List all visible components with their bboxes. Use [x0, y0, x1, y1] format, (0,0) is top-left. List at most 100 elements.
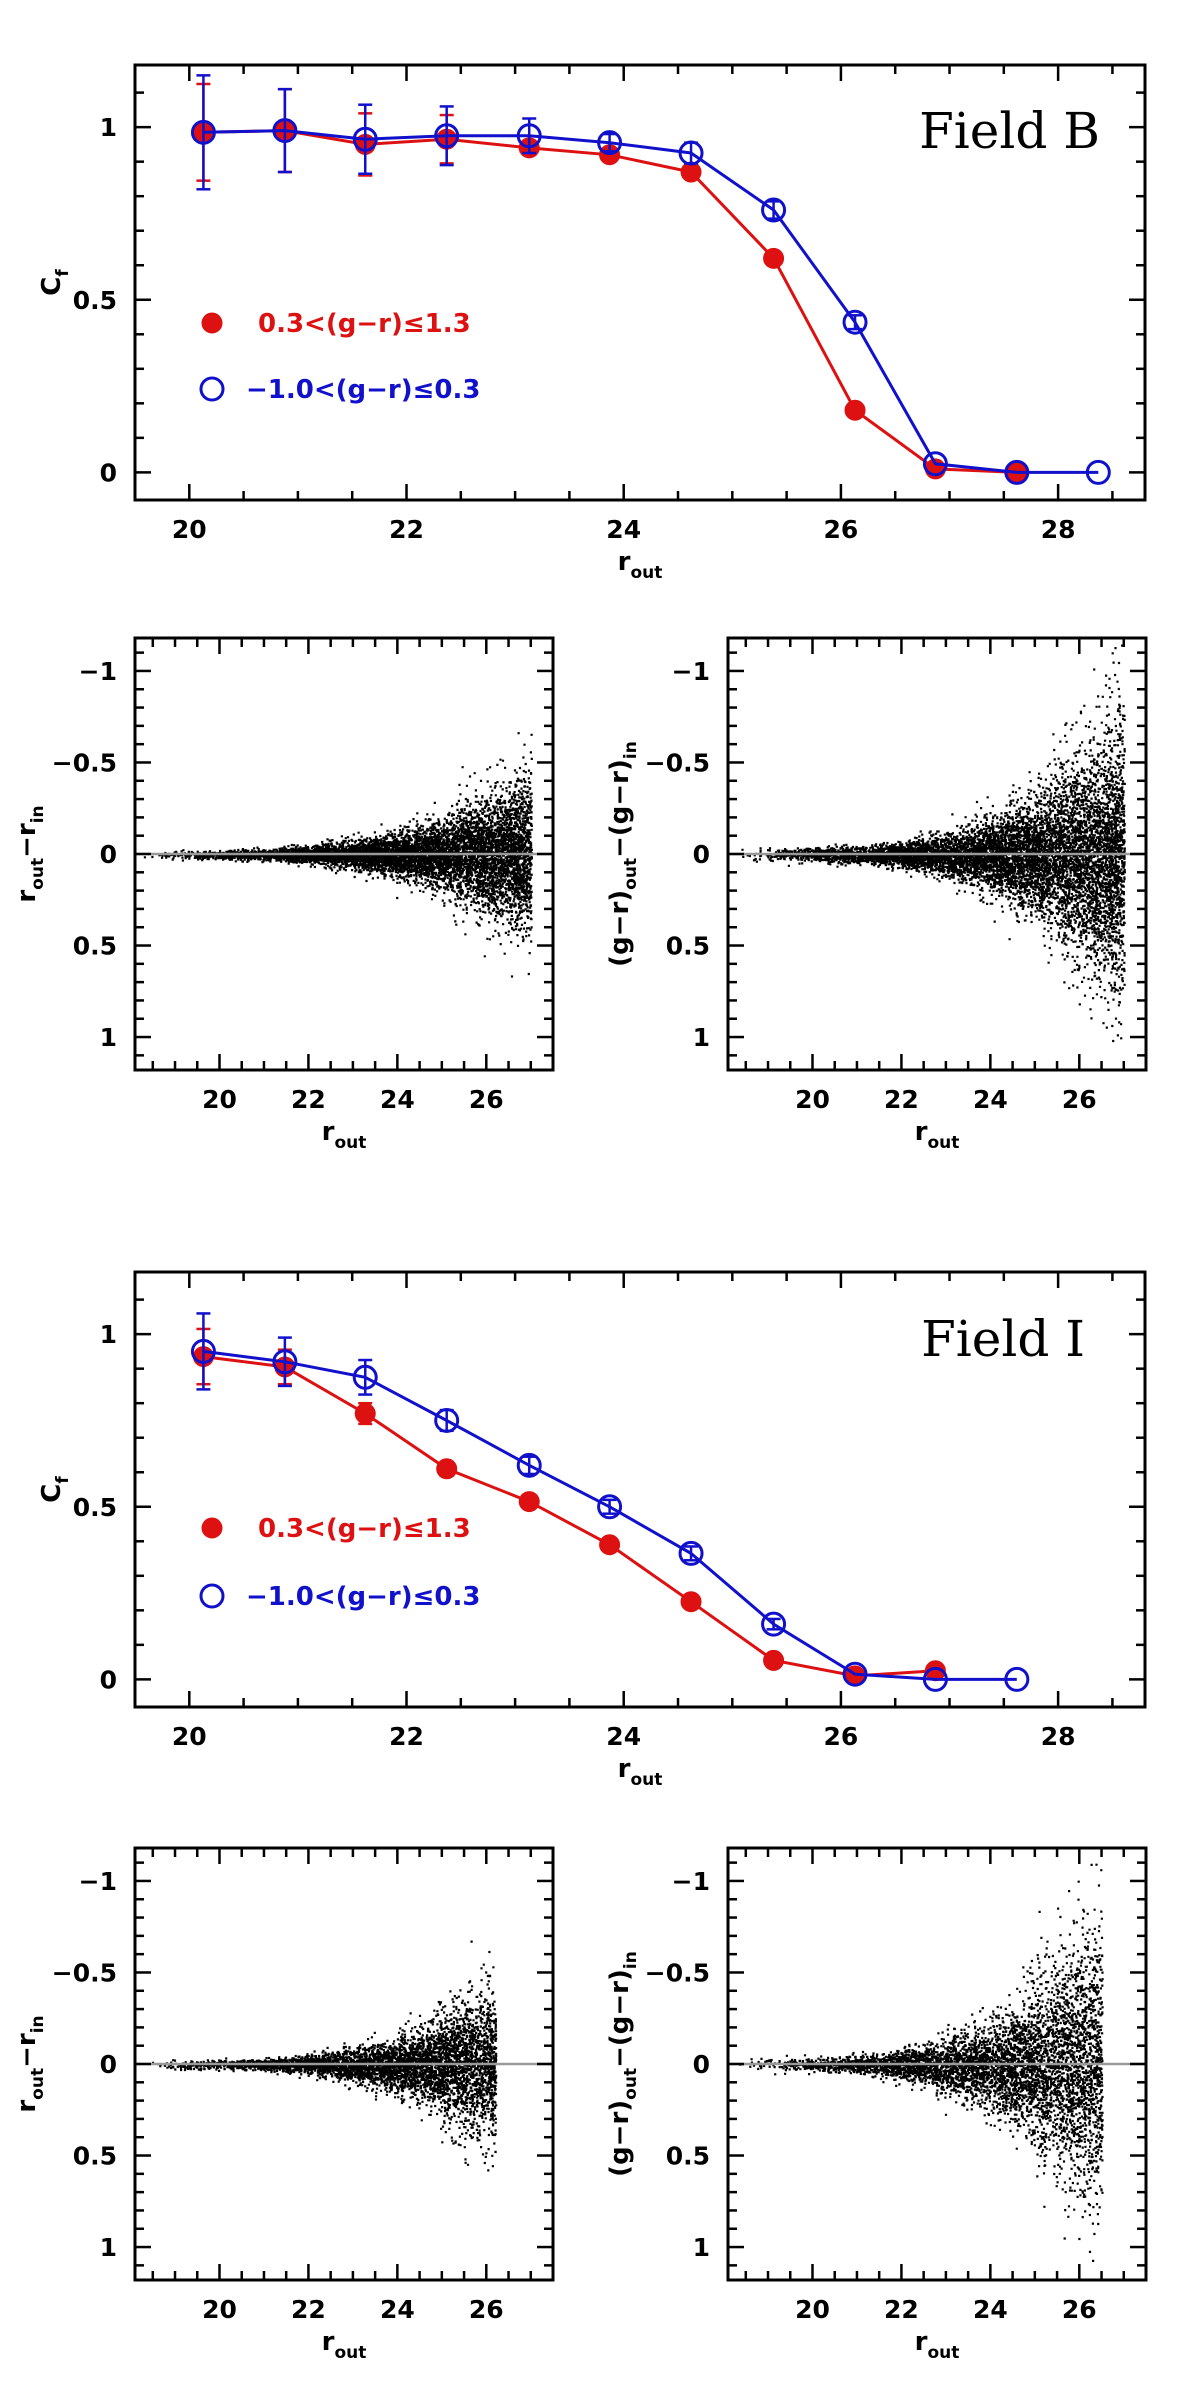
axis-label-subscript: out	[621, 2068, 641, 2100]
data-point	[516, 1452, 542, 1478]
axis-label-text: (g−r)	[605, 890, 635, 967]
data-point	[763, 247, 785, 269]
legend-marker-red	[201, 1517, 223, 1539]
legend: 0.3<(g−r)≤1.3 −1.0<(g−r)≤0.3	[199, 1514, 480, 1612]
scatter-dots	[151, 1940, 498, 2172]
y-tick-label: −0.5	[645, 748, 710, 777]
axis-label-text: −r	[12, 2033, 42, 2068]
x-tick-label: 28	[1041, 1722, 1076, 1751]
data-point	[763, 1649, 785, 1671]
y-axis-label: rout−rin	[12, 805, 48, 902]
y-tick-label: 0	[693, 2050, 710, 2079]
axis-label-subscript: out	[334, 2343, 366, 2363]
legend-label-red: 0.3<(g−r)≤1.3	[258, 309, 471, 339]
scatter-points	[741, 644, 1126, 1043]
data-point	[190, 119, 216, 145]
data-point	[842, 309, 868, 335]
x-axis-label: rout	[322, 2327, 367, 2363]
y-tick-label: 1	[693, 2233, 710, 2262]
x-axis-label: rout	[618, 1754, 663, 1790]
data-point	[599, 1534, 621, 1556]
x-tick-label: 24	[380, 2295, 415, 2324]
axis-label-subscript: in	[621, 741, 641, 759]
axis-label-subscript: in	[28, 805, 48, 823]
legend: 0.3<(g−r)≤1.3 −1.0<(g−r)≤0.3	[199, 309, 480, 405]
x-axis-label: rout	[915, 1117, 960, 1153]
data-point	[922, 451, 948, 477]
scatter-dots	[741, 644, 1126, 1043]
y-tick-label: 0	[693, 840, 710, 869]
axis-label-subscript: out	[28, 858, 48, 890]
y-axis-label: (g−r)out−(g−r)in	[605, 1951, 641, 2177]
x-axis-label: rout	[322, 1117, 367, 1153]
axes-frame	[133, 63, 1147, 502]
legend-label-red: 0.3<(g−r)≤1.3	[258, 1514, 471, 1544]
data-point	[1085, 459, 1111, 485]
y-tick-label: 0	[100, 1665, 117, 1694]
data-point	[922, 1666, 948, 1692]
y-tick-label: −0.5	[52, 1958, 117, 1987]
y-tick-label: −0.5	[52, 748, 117, 777]
axis-label-subscript: out	[630, 1770, 662, 1790]
series-line	[203, 129, 1099, 474]
data-point	[354, 1403, 376, 1425]
axis-label-subscript: f	[53, 269, 73, 277]
axis-label-text: r	[12, 2100, 42, 2113]
data-point	[436, 1458, 458, 1480]
panel-I-completeness: 20 22 24 26 28 0 0.5 1 rout Cf Field I 0.3<(g−r)≤1.…	[37, 1270, 1147, 1790]
data-point	[597, 130, 623, 156]
data-point	[678, 140, 704, 166]
y-tick-label: 0	[100, 458, 117, 487]
data-point	[352, 126, 378, 152]
y-tick-label: 1	[100, 1320, 117, 1349]
x-tick-label: 28	[1041, 515, 1076, 544]
data-point	[352, 1364, 378, 1390]
y-tick-label: 1	[100, 1023, 117, 1052]
data-point	[597, 1494, 623, 1520]
axis-label-text: −(g−r)	[605, 759, 635, 858]
y-tick-label: 1	[100, 113, 117, 142]
x-tick-label: 24	[380, 1085, 415, 1114]
axis-label-text: C	[37, 277, 67, 296]
data-point	[190, 1338, 216, 1364]
x-tick-label: 22	[884, 1085, 919, 1114]
x-tick-label: 22	[884, 2295, 919, 2324]
x-tick-label: 26	[469, 2295, 504, 2324]
axis-label-subscript: in	[28, 2015, 48, 2033]
axis-label-text: r	[618, 1754, 631, 1784]
legend-marker-blue	[199, 1583, 225, 1609]
data-point	[1004, 459, 1030, 485]
data-point	[761, 197, 787, 223]
y-tick-label: 0.5	[73, 1493, 117, 1522]
axis-label-subscript: out	[927, 1133, 959, 1153]
axis-label-text: −(g−r)	[605, 1969, 635, 2068]
y-axis-label: rout−rin	[12, 2015, 48, 2112]
series-blue	[190, 74, 1111, 485]
axis-label-text: r	[915, 2327, 928, 2357]
data-point	[434, 123, 460, 149]
data-point	[844, 399, 866, 421]
series-line	[203, 1355, 936, 1678]
x-tick-label: 26	[824, 1722, 859, 1751]
data-point	[518, 1491, 540, 1513]
y-tick-label: 0.5	[666, 2142, 710, 2171]
y-tick-label: −1	[672, 1867, 710, 1896]
axis-label-subscript: out	[630, 563, 662, 583]
axis-label-text: r	[12, 890, 42, 903]
y-axis-label: (g−r)out−(g−r)in	[605, 741, 641, 967]
x-tick-label: 24	[606, 1722, 641, 1751]
y-tick-label: 0.5	[73, 2142, 117, 2171]
data-point	[842, 1661, 868, 1687]
x-tick-label: 26	[469, 1085, 504, 1114]
x-tick-label: 20	[202, 1085, 237, 1114]
y-tick-label: 0.5	[73, 286, 117, 315]
axis-label-text: r	[915, 1117, 928, 1147]
y-tick-label: 0.5	[666, 932, 710, 961]
axis-label-subscript: f	[53, 1476, 73, 1484]
legend-marker-blue	[199, 376, 225, 402]
panel-B-completeness: 20 22 24 26 28 0 0.5 1 rout Cf Field B 0.3<(g−r)≤1.…	[37, 63, 1147, 583]
